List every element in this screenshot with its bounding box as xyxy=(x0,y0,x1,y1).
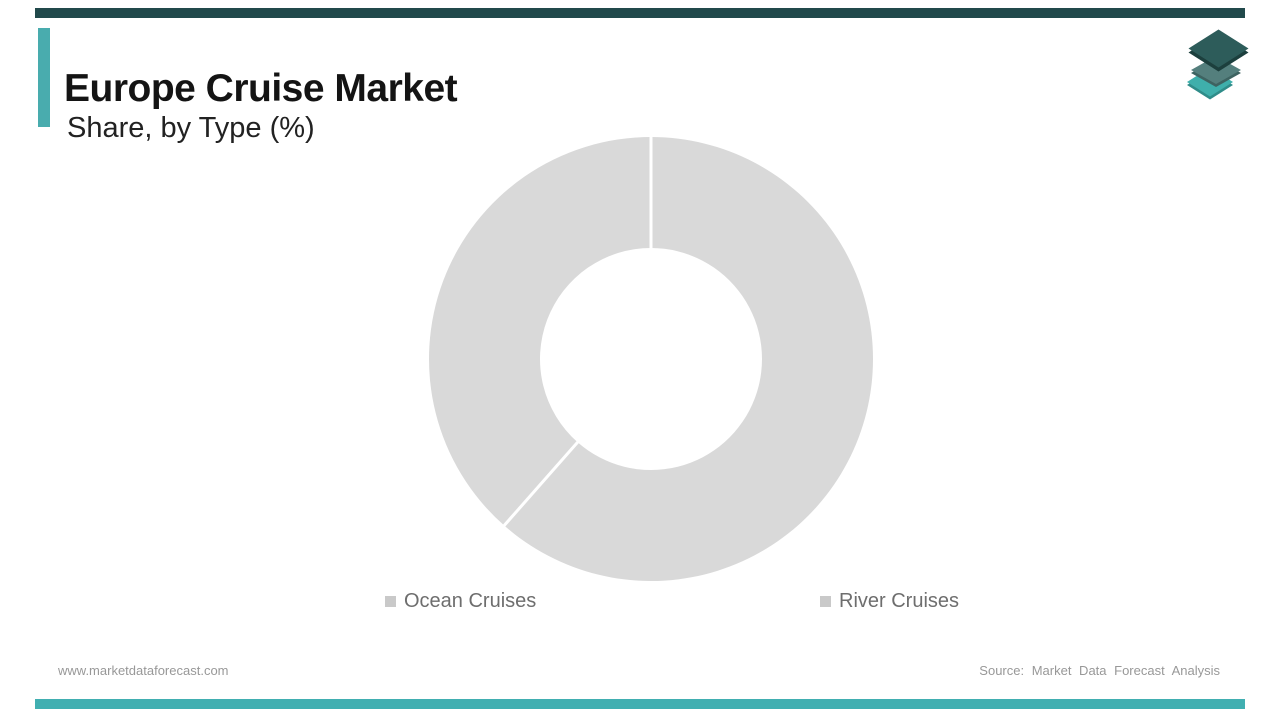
market-data-forecast-logo-icon xyxy=(1187,29,1249,100)
legend-swatch-icon xyxy=(385,595,396,607)
legend-item-ocean-cruises: Ocean Cruises xyxy=(385,590,536,612)
title-accent-bar xyxy=(38,28,50,127)
donut-slice xyxy=(429,137,651,526)
top-banner-bar xyxy=(35,8,1245,18)
page-subtitle: Share, by Type (%) xyxy=(67,112,315,145)
legend-label: River Cruises xyxy=(839,589,960,612)
bottom-banner-bar xyxy=(35,699,1245,709)
legend-label: Ocean Cruises xyxy=(404,589,537,612)
donut-slice xyxy=(504,137,873,582)
slice-divider xyxy=(502,440,580,528)
legend-item-river-cruises: River Cruises xyxy=(820,590,959,612)
page-title: Europe Cruise Market xyxy=(64,67,458,111)
footer-source: Source: Market Data Forecast Analysis xyxy=(979,663,1220,678)
footer-website: www.marketdataforecast.com xyxy=(58,663,229,678)
legend-swatch-icon xyxy=(820,595,831,607)
